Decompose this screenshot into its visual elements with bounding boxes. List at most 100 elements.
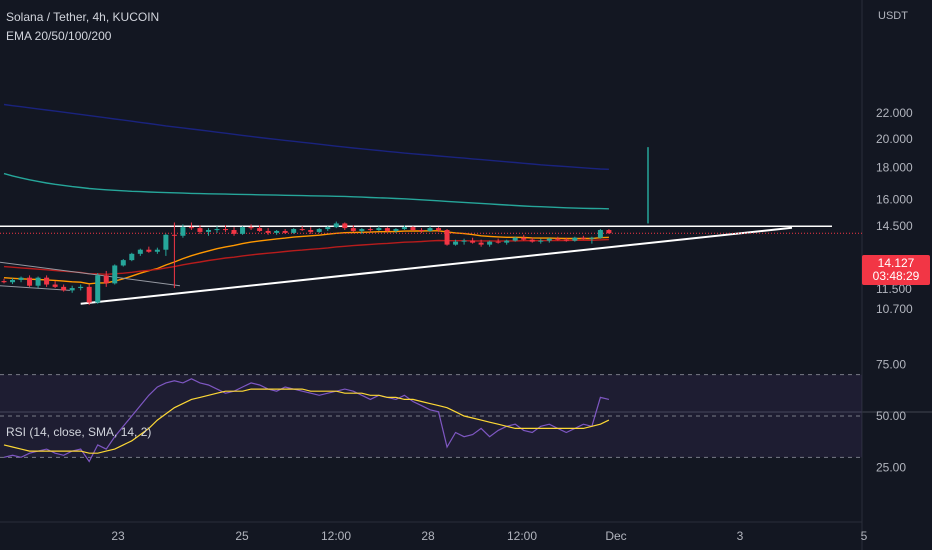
time-tick-label: 25 bbox=[235, 529, 249, 543]
candle bbox=[120, 259, 126, 267]
time-tick-label: 5 bbox=[861, 529, 868, 543]
candle-body bbox=[521, 237, 527, 240]
candle-body bbox=[18, 277, 24, 280]
candle-body bbox=[248, 227, 254, 229]
candle bbox=[367, 227, 373, 232]
ema-legend[interactable]: EMA 20/50/100/200 bbox=[6, 29, 112, 43]
ema-200-line bbox=[3, 103, 609, 170]
candle-body bbox=[504, 240, 510, 243]
candle bbox=[163, 233, 169, 256]
candle-body bbox=[282, 230, 288, 233]
price-tick-label: 20.000 bbox=[876, 132, 913, 146]
candle-body bbox=[495, 241, 501, 243]
candle bbox=[86, 284, 92, 306]
candle-body bbox=[342, 223, 348, 229]
candle-body bbox=[529, 239, 535, 242]
last-price-value: 14.127 bbox=[877, 256, 915, 270]
candle-body bbox=[538, 240, 544, 242]
candle bbox=[146, 246, 152, 253]
candle-body bbox=[427, 228, 433, 231]
candle bbox=[384, 227, 390, 232]
candle-body bbox=[120, 260, 126, 266]
candle-body bbox=[393, 229, 399, 231]
candle bbox=[325, 226, 331, 231]
price-tick-label: 16.000 bbox=[876, 192, 913, 206]
candle bbox=[529, 237, 535, 243]
candle-body bbox=[214, 229, 220, 231]
candle-countdown: 03:48:29 bbox=[872, 269, 920, 283]
candle-body bbox=[44, 277, 50, 285]
candle-body bbox=[1, 281, 7, 283]
time-tick-label: Dec bbox=[605, 529, 626, 543]
symbol-legend[interactable]: Solana / Tether, 4h, KUCOIN bbox=[6, 10, 160, 24]
candle-body bbox=[350, 228, 356, 231]
candle bbox=[427, 226, 433, 232]
candle bbox=[103, 270, 109, 287]
candle bbox=[589, 236, 595, 244]
candle bbox=[538, 238, 544, 244]
candle bbox=[129, 252, 135, 262]
candle bbox=[180, 224, 186, 238]
candle-body bbox=[61, 286, 67, 291]
candle-body bbox=[129, 253, 135, 261]
candle-body bbox=[103, 275, 109, 284]
candle bbox=[333, 221, 339, 229]
price-tick-label: 14.500 bbox=[876, 219, 913, 233]
candle-body bbox=[171, 234, 177, 236]
candle-body bbox=[367, 229, 373, 231]
candle-body bbox=[410, 227, 416, 231]
candle-body bbox=[580, 237, 586, 239]
lower-trendline bbox=[0, 285, 71, 291]
candle bbox=[214, 226, 220, 233]
candle bbox=[299, 226, 305, 231]
candle bbox=[205, 228, 211, 236]
candle-body bbox=[384, 228, 390, 231]
price-tick-label: 22.000 bbox=[876, 106, 913, 120]
candle bbox=[418, 228, 424, 233]
candle-body bbox=[606, 230, 612, 234]
time-tick-label: 12:00 bbox=[507, 529, 537, 543]
candle bbox=[137, 248, 143, 256]
candle-body bbox=[112, 265, 118, 284]
candle bbox=[504, 239, 510, 245]
candle-body bbox=[197, 228, 203, 232]
candle-body bbox=[69, 288, 75, 291]
candle-body bbox=[188, 227, 194, 229]
candle-body bbox=[27, 277, 33, 286]
candle-body bbox=[10, 279, 16, 283]
candle-body bbox=[180, 227, 186, 236]
candle-body bbox=[137, 249, 143, 254]
candle bbox=[52, 281, 58, 289]
ascending-trendline bbox=[80, 226, 793, 305]
currency-label: USDT bbox=[878, 10, 908, 22]
candle-body bbox=[86, 286, 92, 303]
candle-body bbox=[555, 238, 561, 240]
candle-body bbox=[223, 229, 229, 231]
candle bbox=[248, 224, 254, 231]
candle bbox=[27, 275, 33, 287]
candle-body bbox=[308, 230, 314, 232]
candle-body bbox=[563, 239, 569, 241]
candle bbox=[597, 229, 603, 239]
candle-body bbox=[95, 275, 101, 303]
time-tick-label: 28 bbox=[421, 529, 435, 543]
candle-body bbox=[376, 228, 382, 231]
candle bbox=[282, 229, 288, 234]
candle-body bbox=[453, 241, 459, 245]
candle-body bbox=[274, 230, 280, 233]
candle-body bbox=[52, 284, 58, 287]
rsi-legend[interactable]: RSI (14, close, SMA, 14, 2) bbox=[6, 425, 152, 439]
candle-body bbox=[478, 242, 484, 245]
candle bbox=[44, 275, 50, 287]
candle-body bbox=[78, 286, 84, 289]
candle bbox=[18, 276, 24, 283]
candle-body bbox=[461, 240, 467, 242]
rsi-tick-label: 75.00 bbox=[876, 357, 906, 371]
candle-body bbox=[291, 229, 297, 233]
candle bbox=[512, 236, 518, 242]
candle bbox=[257, 225, 263, 232]
candle bbox=[265, 228, 271, 235]
candle bbox=[401, 225, 407, 231]
price-tick-label: 10.700 bbox=[876, 302, 913, 316]
